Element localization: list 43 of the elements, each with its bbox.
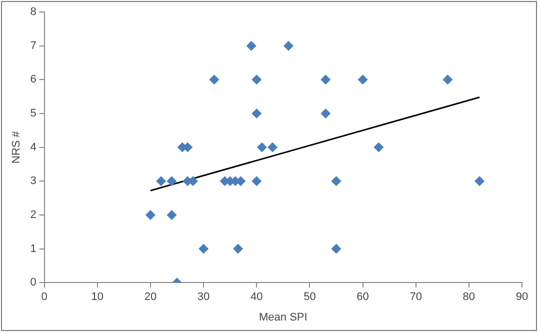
y-tick-label: 6 [30,74,36,86]
x-tick-label: 70 [410,291,422,304]
y-tick-label: 8 [30,6,36,18]
y-axis-title: NRS # [10,130,23,164]
point [198,244,209,254]
point [268,142,278,152]
y-tick-label: 1 [30,242,36,255]
y-tick-label: 4 [30,141,36,154]
x-tick-label: 90 [516,291,528,304]
point [331,244,342,254]
point [252,176,262,186]
point [283,40,294,51]
y-tick-label: 3 [30,175,36,188]
x-tick-label: 80 [462,291,476,304]
x-tick-label: 10 [91,291,104,304]
y-tick-label: 0 [30,276,36,289]
point [374,142,384,152]
x-tick-label: 0 [41,291,48,304]
point [166,210,177,220]
point [209,74,220,85]
point [358,74,368,85]
point [474,176,485,186]
point [256,142,267,152]
y-tick-label: 2 [30,208,36,221]
y-tick-label: 7 [30,40,36,52]
x-tick-label: 20 [144,291,157,304]
point [145,210,156,220]
point [156,176,166,186]
point [166,176,177,186]
point [233,244,244,254]
x-tick-label: 50 [304,291,316,304]
x-axis-title: Mean SPI [259,311,308,324]
point [252,108,262,118]
point [246,40,256,51]
point [320,108,331,118]
point [320,74,331,85]
x-tick-label: 60 [356,291,369,304]
point [442,74,453,85]
point [252,74,262,85]
y-tick-label: 5 [30,108,36,120]
x-tick-label: 30 [197,291,210,304]
point [331,176,342,186]
x-tick-label: 40 [250,291,263,304]
